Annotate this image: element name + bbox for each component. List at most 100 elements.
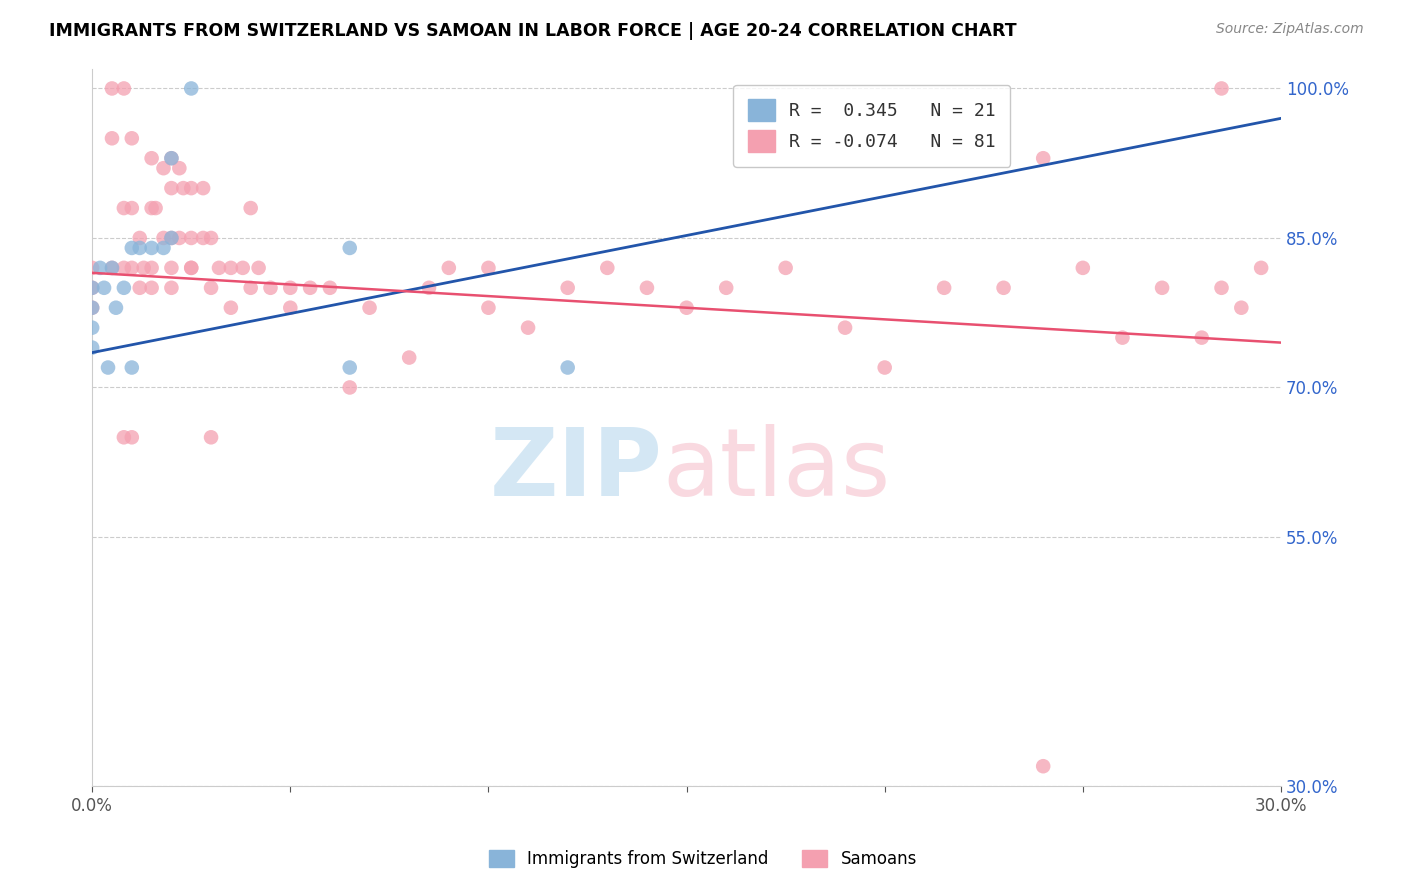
Point bbox=[141, 151, 163, 165]
Text: IMMIGRANTS FROM SWITZERLAND VS SAMOAN IN LABOR FORCE | AGE 20-24 CORRELATION CHA: IMMIGRANTS FROM SWITZERLAND VS SAMOAN IN… bbox=[49, 22, 1017, 40]
Point bbox=[180, 260, 202, 275]
Point bbox=[557, 360, 579, 375]
Point bbox=[557, 281, 579, 295]
Point bbox=[200, 430, 222, 444]
Point bbox=[180, 260, 202, 275]
Point bbox=[934, 281, 956, 295]
Point bbox=[104, 301, 127, 315]
Point bbox=[1152, 281, 1174, 295]
Text: Source: ZipAtlas.com: Source: ZipAtlas.com bbox=[1216, 22, 1364, 37]
Point bbox=[437, 260, 460, 275]
Point bbox=[112, 81, 135, 95]
Point bbox=[152, 241, 174, 255]
Point bbox=[145, 201, 167, 215]
Point bbox=[101, 260, 124, 275]
Point bbox=[208, 260, 231, 275]
Point bbox=[1211, 281, 1233, 295]
Point bbox=[121, 131, 143, 145]
Text: ZIP: ZIP bbox=[489, 425, 662, 516]
Point bbox=[180, 181, 202, 195]
Point bbox=[112, 430, 135, 444]
Point bbox=[112, 260, 135, 275]
Point bbox=[82, 320, 104, 334]
Point bbox=[1032, 151, 1054, 165]
Point bbox=[636, 281, 658, 295]
Point bbox=[239, 201, 262, 215]
Point bbox=[160, 151, 183, 165]
Point bbox=[398, 351, 420, 365]
Point bbox=[169, 161, 191, 176]
Point bbox=[339, 360, 361, 375]
Point bbox=[775, 260, 797, 275]
Point bbox=[160, 151, 183, 165]
Point bbox=[278, 301, 301, 315]
Point bbox=[121, 260, 143, 275]
Point bbox=[82, 301, 104, 315]
Point bbox=[141, 281, 163, 295]
Point bbox=[596, 260, 619, 275]
Point bbox=[191, 231, 214, 245]
Point bbox=[172, 181, 194, 195]
Point bbox=[418, 281, 440, 295]
Point bbox=[477, 260, 499, 275]
Point bbox=[219, 260, 242, 275]
Point bbox=[82, 281, 104, 295]
Point bbox=[112, 281, 135, 295]
Point bbox=[1111, 331, 1133, 345]
Legend: Immigrants from Switzerland, Samoans: Immigrants from Switzerland, Samoans bbox=[482, 843, 924, 875]
Point bbox=[160, 181, 183, 195]
Point bbox=[132, 260, 155, 275]
Point bbox=[82, 281, 104, 295]
Point bbox=[112, 201, 135, 215]
Point bbox=[128, 231, 150, 245]
Point bbox=[247, 260, 270, 275]
Point bbox=[128, 281, 150, 295]
Point bbox=[82, 341, 104, 355]
Point bbox=[152, 231, 174, 245]
Point bbox=[1211, 81, 1233, 95]
Point bbox=[1191, 331, 1213, 345]
Point bbox=[232, 260, 254, 275]
Point bbox=[82, 260, 104, 275]
Point bbox=[128, 241, 150, 255]
Point bbox=[121, 201, 143, 215]
Point bbox=[191, 181, 214, 195]
Point bbox=[101, 131, 124, 145]
Point bbox=[200, 281, 222, 295]
Point bbox=[121, 241, 143, 255]
Point bbox=[141, 201, 163, 215]
Point bbox=[89, 260, 111, 275]
Point bbox=[121, 430, 143, 444]
Point bbox=[101, 81, 124, 95]
Point bbox=[319, 281, 342, 295]
Point bbox=[180, 81, 202, 95]
Point bbox=[121, 360, 143, 375]
Point bbox=[299, 281, 322, 295]
Point bbox=[239, 281, 262, 295]
Point bbox=[993, 281, 1015, 295]
Point bbox=[339, 380, 361, 394]
Point bbox=[259, 281, 281, 295]
Point bbox=[219, 301, 242, 315]
Point bbox=[1071, 260, 1094, 275]
Point bbox=[180, 231, 202, 245]
Text: atlas: atlas bbox=[662, 425, 891, 516]
Point bbox=[339, 241, 361, 255]
Point bbox=[82, 301, 104, 315]
Point bbox=[160, 260, 183, 275]
Point bbox=[517, 320, 540, 334]
Point bbox=[97, 360, 120, 375]
Point bbox=[152, 161, 174, 176]
Point bbox=[1032, 759, 1054, 773]
Point bbox=[160, 231, 183, 245]
Point bbox=[101, 260, 124, 275]
Point bbox=[160, 281, 183, 295]
Point bbox=[359, 301, 381, 315]
Point bbox=[714, 281, 737, 295]
Point bbox=[675, 301, 697, 315]
Point bbox=[160, 231, 183, 245]
Point bbox=[834, 320, 856, 334]
Point bbox=[873, 360, 896, 375]
Point bbox=[1250, 260, 1272, 275]
Point bbox=[1230, 301, 1253, 315]
